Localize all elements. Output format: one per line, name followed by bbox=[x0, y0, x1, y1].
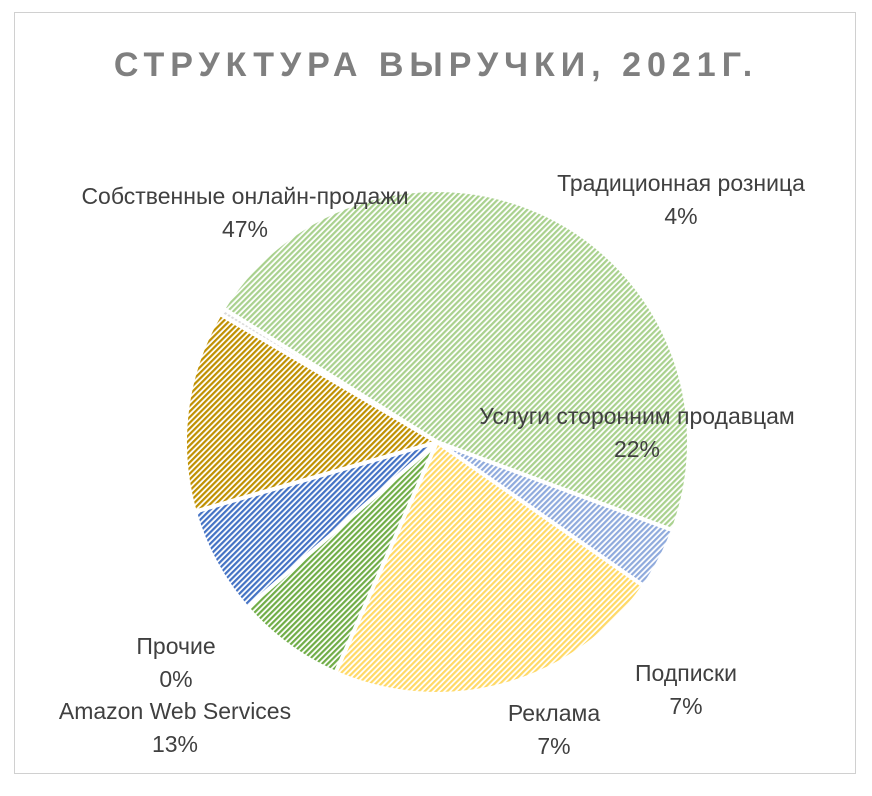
pie-slice-slice-6 bbox=[218, 306, 439, 444]
label-own-online-sales-value: 47% bbox=[221, 216, 269, 242]
label-other-value: 0% bbox=[159, 666, 193, 692]
label-own-online-sales: Собственные онлайн-продажи 47% bbox=[30, 180, 460, 246]
pie-slice-slice-3 bbox=[245, 440, 439, 675]
pie-slice-slice-0 bbox=[221, 188, 691, 533]
label-subscriptions: Подписки 7% bbox=[606, 657, 766, 723]
label-aws-value: 13% bbox=[151, 731, 199, 757]
pie-slice-slice-2 bbox=[333, 440, 646, 696]
label-advertising-value: 7% bbox=[537, 733, 571, 759]
label-subscriptions-value: 7% bbox=[669, 693, 703, 719]
pie-slice-slice-4 bbox=[192, 440, 439, 610]
label-aws: Amazon Web Services 13% bbox=[22, 695, 328, 761]
label-other: Прочие 0% bbox=[106, 630, 246, 696]
label-own-online-sales-name: Собственные онлайн-продажи bbox=[81, 183, 409, 209]
label-third-party-services: Услуги сторонним продавцам 22% bbox=[428, 400, 846, 466]
label-subscriptions-name: Подписки bbox=[635, 660, 737, 686]
label-advertising-name: Реклама bbox=[507, 700, 601, 726]
label-aws-name: Amazon Web Services bbox=[58, 698, 292, 724]
label-advertising: Реклама 7% bbox=[484, 697, 624, 763]
pie-slice-amazon-web-services bbox=[183, 311, 439, 514]
label-third-party-services-value: 22% bbox=[613, 436, 661, 462]
label-other-name: Прочие bbox=[136, 633, 216, 659]
label-third-party-services-name: Услуги сторонним продавцам bbox=[479, 403, 795, 429]
label-traditional-retail: Традиционная розница 4% bbox=[516, 167, 846, 233]
label-traditional-retail-name: Традиционная розница bbox=[557, 170, 805, 196]
label-traditional-retail-value: 4% bbox=[664, 203, 698, 229]
pie-slices bbox=[183, 188, 691, 696]
chart-title: СТРУКТУРА ВЫРУЧКИ, 2021Г. bbox=[113, 46, 759, 84]
